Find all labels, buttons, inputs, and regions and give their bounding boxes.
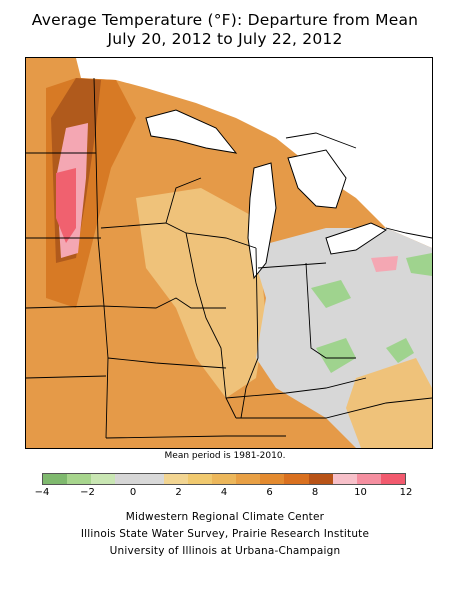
- legend-swatch: [260, 474, 285, 484]
- lake-michigan: [247, 162, 277, 280]
- legend-swatch: [356, 474, 381, 484]
- legend-swatch: [139, 474, 164, 484]
- legend-tick-label: 0: [129, 487, 137, 498]
- map-title: Average Temperature (°F): Departure from…: [31, 11, 419, 29]
- credit-line-1: Midwestern Regional Climate Center: [125, 511, 325, 523]
- legend-tick-label: −2: [80, 487, 95, 498]
- legend-swatch: [211, 474, 237, 484]
- lake-superior: [145, 109, 238, 154]
- lake-huron: [287, 149, 347, 209]
- legend-swatch: [236, 474, 261, 484]
- legend-swatch: [67, 474, 92, 484]
- region-green-ohio: [311, 280, 351, 308]
- legend-swatch: [332, 474, 357, 484]
- legend-swatch: [284, 474, 309, 484]
- legend-swatch: [163, 474, 188, 484]
- legend-tick-label: 2: [175, 487, 182, 498]
- legend-swatch: [187, 474, 212, 484]
- legend-tick-label: 12: [399, 487, 413, 498]
- legend-tick-label: 8: [311, 487, 319, 498]
- legend-tick-label: 4: [220, 487, 228, 498]
- mean-period-note: Mean period is 1981-2010.: [164, 451, 286, 461]
- legend-swatch: [380, 474, 406, 484]
- legend-tick-label: 10: [354, 487, 367, 498]
- credit-line-3: University of Illinois at Urbana-Champai…: [109, 545, 341, 557]
- legend-swatch: [91, 474, 116, 484]
- legend-swatch: [308, 474, 333, 484]
- color-legend: [42, 473, 406, 485]
- legend-swatch: [115, 474, 140, 484]
- legend-tick-label: −4: [34, 487, 50, 498]
- region-green-east: [386, 338, 414, 363]
- lake-erie: [325, 222, 388, 255]
- region-green-northeast: [406, 253, 432, 276]
- legend-swatch: [43, 474, 68, 484]
- region-green-kentucky: [316, 338, 356, 373]
- map-date-range: July 20, 2012 to July 22, 2012: [107, 30, 343, 48]
- credit-line-2: Illinois State Water Survey, Prairie Res…: [80, 528, 370, 540]
- region-outside: [26, 58, 432, 248]
- legend-tick-label: 6: [266, 487, 273, 498]
- temperature-departure-map: [25, 57, 433, 449]
- region-red-west: [56, 168, 76, 243]
- map-svg: [26, 58, 432, 448]
- region-pink-east: [371, 256, 398, 272]
- state-boundaries: [26, 77, 432, 439]
